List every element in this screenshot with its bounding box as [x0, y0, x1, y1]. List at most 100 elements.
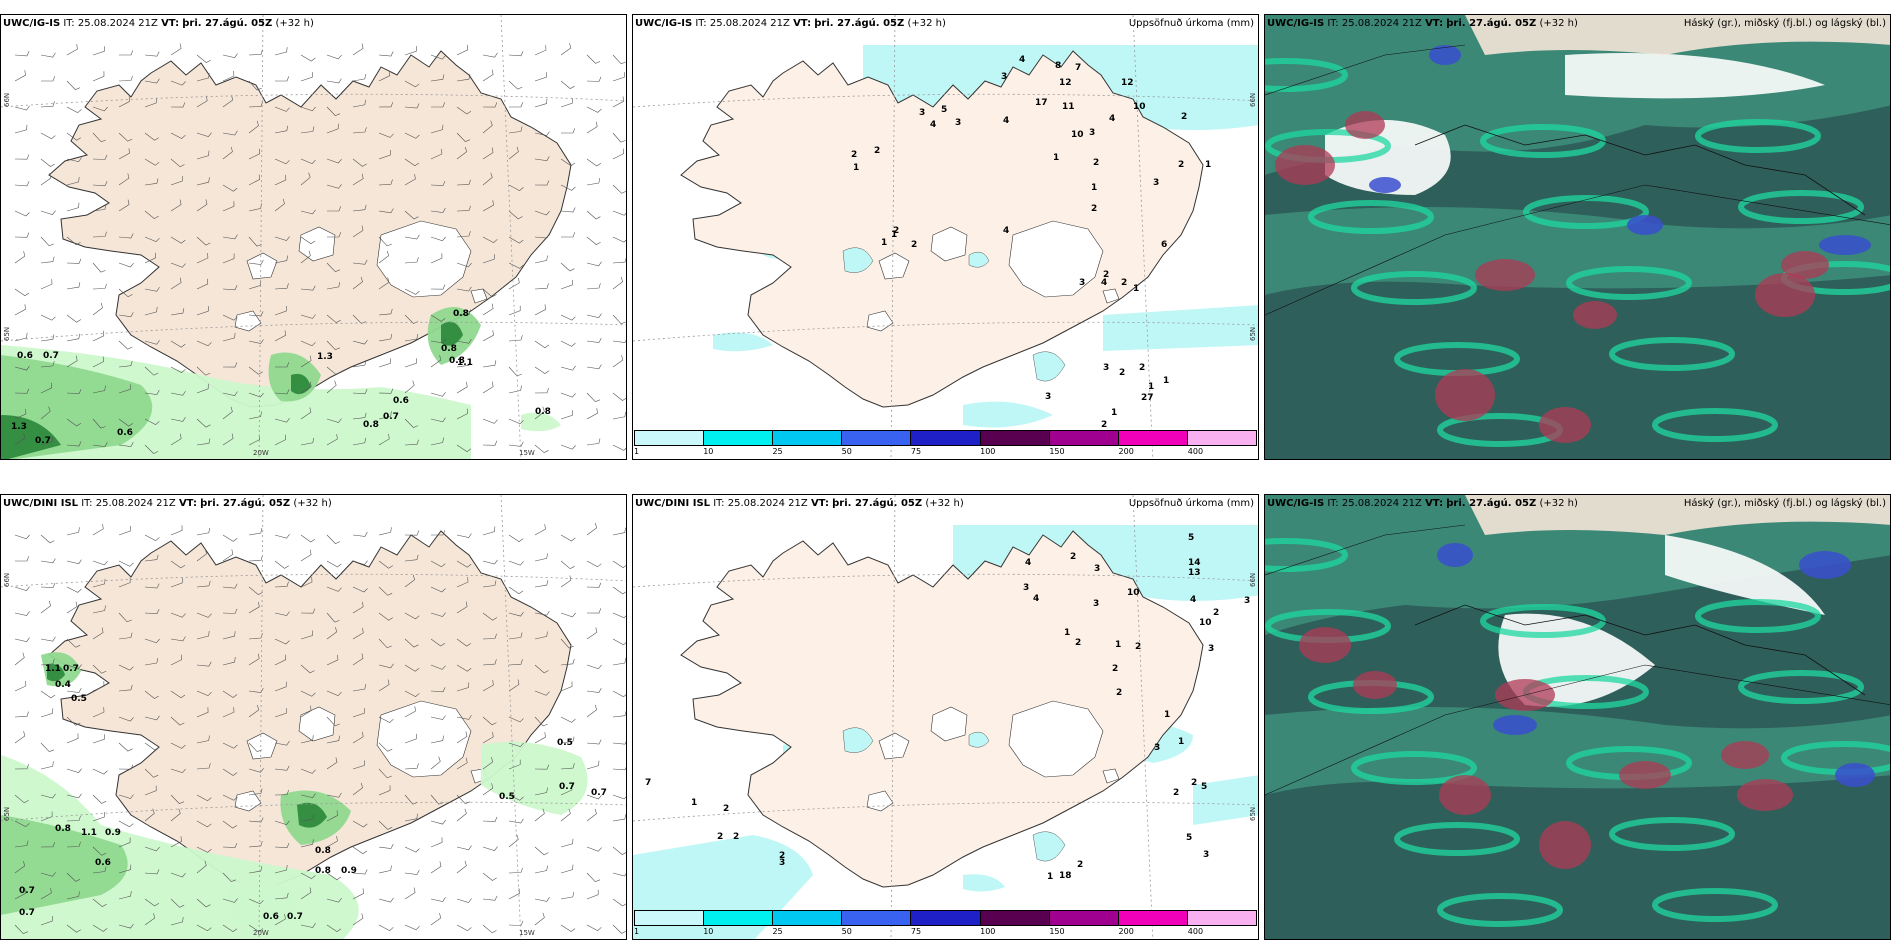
wind-barb — [196, 366, 211, 376]
border-line — [1265, 184, 1890, 316]
wind-barb — [196, 794, 212, 802]
high-cloud-area — [1539, 821, 1591, 869]
precip-value-label: 1.3 — [11, 422, 27, 432]
wind-barb — [326, 78, 342, 84]
wind-barb — [248, 339, 264, 344]
wind-barb — [352, 99, 366, 108]
wind-barb — [196, 846, 212, 853]
precip-value-label: 0.8 — [55, 824, 71, 834]
wind-barb — [66, 815, 81, 822]
wind-barb — [456, 533, 472, 538]
wind-barb — [586, 54, 601, 64]
low-cloud-edge — [1351, 751, 1477, 785]
wind-barb — [144, 340, 160, 345]
axis-label: 65N — [1249, 807, 1257, 821]
wind-barb — [118, 764, 134, 770]
wind-barb — [92, 811, 105, 822]
wind-barb — [300, 793, 316, 799]
wind-barb — [118, 233, 134, 239]
wind-barb — [92, 231, 107, 238]
wind-barb — [170, 340, 186, 348]
wind-barb — [40, 742, 55, 753]
wind-barb — [92, 204, 107, 212]
glacier — [376, 220, 472, 298]
wind-barb — [456, 286, 472, 292]
wind-barb — [482, 172, 493, 186]
wind-barb — [508, 834, 519, 848]
wind-barb — [508, 80, 523, 90]
wind-barb — [326, 106, 341, 116]
wind-barb — [170, 560, 186, 569]
precip-area — [963, 401, 1053, 428]
precip-area — [47, 664, 65, 682]
wind-barb — [144, 913, 156, 926]
high-cloud-area — [1435, 369, 1495, 421]
wind-barb — [534, 732, 546, 744]
precip-value-label: 1 — [881, 238, 887, 248]
wind-barb — [300, 106, 316, 112]
wind-barb — [40, 915, 53, 926]
wind-barb — [378, 716, 394, 723]
wind-barb — [404, 813, 418, 822]
wind-barb — [586, 582, 602, 588]
wind-barb — [326, 654, 339, 666]
wind-barb — [248, 841, 263, 848]
precip-value-label: 4 — [1019, 55, 1025, 65]
wind-barb — [14, 711, 29, 718]
wind-barb — [430, 124, 444, 134]
wind-barb — [222, 924, 238, 932]
precip-value-label: 2 — [1178, 160, 1184, 170]
wind-barb — [248, 898, 264, 905]
precip-value-label: 11 — [1062, 102, 1075, 112]
wind-barb — [14, 365, 30, 371]
panel-ig-cloud: UWC/IG-IS IT: 25.08.2024 21Z VT: þri. 27… — [1264, 14, 1891, 460]
wind-barb — [118, 148, 130, 160]
wind-barb — [196, 612, 212, 618]
wind-barb — [118, 442, 134, 447]
wind-barb — [352, 259, 368, 265]
wind-barb — [248, 101, 263, 108]
glacier — [470, 288, 488, 304]
wind-barb — [586, 808, 597, 822]
wind-barb — [274, 892, 289, 900]
wind-barb — [404, 574, 415, 588]
high-cloud-area — [1539, 407, 1591, 443]
wind-barb — [326, 612, 340, 623]
wind-barb — [66, 891, 80, 900]
wind-barb — [222, 314, 238, 321]
wind-barb — [66, 841, 81, 848]
wind-barb — [170, 690, 186, 699]
precip-value-label: 2 — [1121, 278, 1127, 288]
colorbar-tick-label: 200 — [1118, 447, 1134, 456]
wind-barb — [222, 842, 238, 848]
wind-barb — [534, 865, 548, 874]
wind-barb — [534, 233, 550, 239]
wind-barb — [300, 923, 316, 928]
wind-barb — [222, 201, 235, 212]
precip-value-label: 2 — [1139, 363, 1145, 373]
wind-barb — [144, 609, 160, 615]
wind-barb — [560, 560, 575, 570]
wind-barb — [300, 172, 311, 186]
wind-barb — [14, 637, 30, 643]
wind-barb — [378, 132, 394, 138]
wind-barb — [66, 202, 80, 212]
colorbar-ticks: 1 10 25 50 75 100 150 200 400 — [634, 926, 1257, 938]
wind-barb — [612, 766, 626, 771]
low-cloud-edge — [1738, 670, 1864, 704]
iceland — [680, 50, 1204, 408]
wind-barb — [248, 653, 260, 666]
wind-barb — [404, 358, 417, 368]
wind-barb — [144, 534, 160, 542]
wind-barb — [456, 205, 471, 212]
precip-value-label: 2 — [1191, 778, 1197, 788]
colorbar-swatch — [773, 911, 843, 925]
wind-barbs — [14, 522, 626, 935]
wind-barb — [92, 523, 104, 536]
wind-barb — [378, 179, 393, 186]
precip-value-label: 0.7 — [19, 908, 35, 918]
precip-value-label: 0.7 — [287, 912, 303, 922]
wind-barb — [248, 555, 263, 562]
wind-barb — [144, 768, 159, 778]
precip-value-label: 8 — [1055, 61, 1061, 71]
